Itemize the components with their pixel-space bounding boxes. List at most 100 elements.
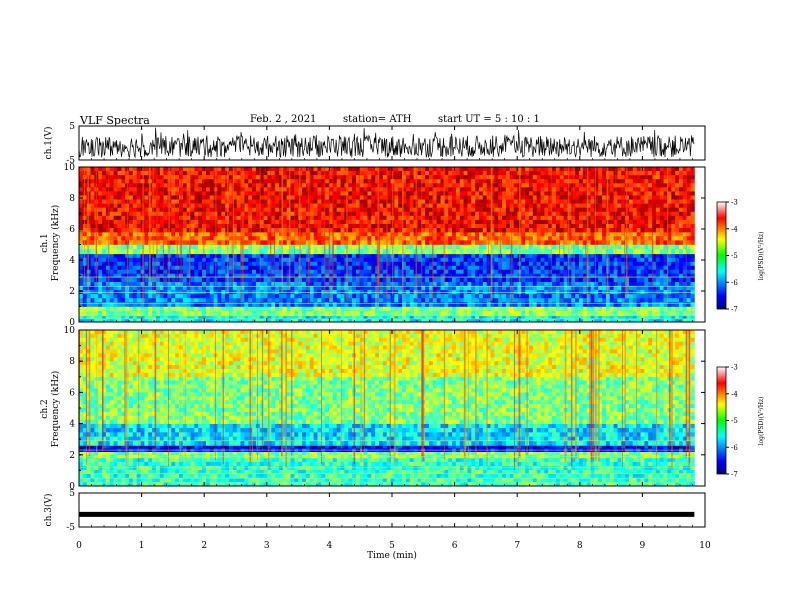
ch1-spectrogram-cell (413, 318, 418, 323)
ch1-spectrogram-cell (171, 265, 176, 271)
ch1-spectrogram-cell (475, 302, 480, 307)
ch1-spectrogram-cell (567, 249, 572, 255)
ch1-spectrogram-cell (394, 179, 399, 184)
ch1-spectrogram-cell (486, 277, 491, 282)
ch1-spectrogram-cell (225, 315, 230, 320)
ch1-spectrogram-cell (190, 240, 195, 245)
ch1-spectrogram-cell (371, 244, 376, 250)
ch1-spectrogram-cell (678, 191, 684, 196)
ch1-spectrogram-cell (421, 302, 426, 307)
ch1-spectrogram-cell (294, 195, 299, 200)
ch1-spectrogram-cell (205, 273, 211, 279)
ch1-spectrogram-cell (109, 232, 115, 237)
ch1-spectrogram-cell (144, 306, 149, 312)
ch1-spectrogram-cell (155, 311, 161, 317)
ch1-spectrogram-cell (90, 257, 95, 263)
ch1-spectrogram-cell (552, 171, 557, 176)
ch1-spectrogram-cell (421, 277, 426, 282)
ch1-spectrogram-cell (578, 199, 584, 204)
ch1-spectrogram-cell (317, 195, 322, 200)
ch1-spectrogram-cell (421, 298, 426, 303)
ch1-spectrogram-cell (452, 261, 457, 267)
ch1-spectrogram-cell (255, 265, 261, 271)
ch1-spectrogram-cell (678, 167, 684, 172)
ch1-spectrogram-cell (117, 175, 122, 180)
ch1-spectrogram-cell (644, 167, 649, 172)
ch1-spectrogram-cell (678, 232, 684, 237)
ch1-spectrogram-cell (171, 249, 176, 255)
ch1-spectrogram-cell (263, 253, 268, 259)
ch1-spectrogram-cell (609, 236, 614, 241)
ch1-spectrogram-cell (113, 240, 118, 245)
ch1-spectrogram-cell (382, 199, 388, 204)
ch1-spectrogram-cell (313, 273, 318, 279)
ch1-spectrogram-cell (302, 183, 307, 188)
ch1-spectrogram-cell (313, 167, 318, 172)
ch1-spectrogram-cell (571, 175, 576, 180)
ch1-spectrogram-cell (294, 179, 299, 184)
ch1-spectrogram-cell (171, 298, 176, 303)
ch1-spectrogram-cell (471, 179, 476, 184)
ch1-spectrogram-cell (394, 315, 399, 320)
ch1-spectrogram-cell (640, 249, 645, 255)
ch1-spectrogram-cell (428, 285, 434, 291)
ch1-spectrogram-cell (336, 187, 341, 192)
ch1-spectrogram-cell (155, 167, 161, 172)
ch1-spectrogram-cell (325, 285, 330, 291)
ch1-spectrogram-cell (217, 179, 222, 184)
ch1-spectrogram-cell (628, 265, 634, 271)
ch1-spectrogram-cell (636, 253, 641, 259)
ch1-spectrogram-cell (352, 281, 357, 287)
ch1-spectrogram-cell (313, 232, 318, 237)
ch1-spectrogram-cell (359, 179, 365, 184)
ch1-spectrogram-cell (355, 191, 361, 196)
ch1-spectrogram-cell (452, 249, 457, 255)
ch1-spectrogram-cell (340, 253, 345, 259)
ch1-spectrogram-cell (563, 191, 568, 196)
ch1-spectrogram-cell (348, 265, 353, 271)
ch1-spectrogram-cell (359, 244, 365, 250)
ch1-spectrogram-cell (590, 199, 595, 204)
ch1-spectrogram-cell (309, 306, 315, 312)
ch1-spectrogram-cell (682, 298, 688, 303)
ch1-spectrogram-cell (532, 240, 538, 245)
ch1-spectrogram-cell (182, 294, 188, 299)
ch1-spectrogram-cell (582, 273, 588, 279)
ch1-spectrogram-cell (467, 175, 472, 180)
ch1-spectrogram-cell (394, 257, 399, 263)
ch1-spectrogram-cell (232, 306, 238, 312)
ch1-spectrogram-cell (244, 171, 249, 176)
ch1-spectrogram-cell (90, 240, 95, 245)
ch1-spectrogram-cell (528, 294, 534, 299)
ch1-spectrogram-cell (659, 240, 664, 245)
ch1-spectrogram-cell (444, 298, 449, 303)
ch1-spectrogram-cell (363, 199, 368, 204)
ch1-spectrogram-cell (640, 315, 645, 320)
ch1-spectrogram-cell (102, 265, 107, 271)
ch1-spectrogram-cell (228, 257, 234, 263)
ch1-spectrogram-cell (290, 240, 295, 245)
ch1-spectrogram-cell (602, 302, 607, 307)
ch1-spectrogram-cell (125, 315, 130, 320)
ch1-spectrogram-cell (244, 167, 249, 172)
ch1-spectrogram-cell (671, 269, 676, 275)
ch1-spectrogram-cell (259, 298, 265, 303)
ch1-spectrogram-cell (275, 318, 280, 323)
ch1-spectrogram-cell (259, 315, 265, 320)
ch1-spectrogram-cell (309, 175, 315, 180)
ch1-spectrogram-cell (536, 281, 541, 287)
ch1-spectrogram-cell (536, 179, 541, 184)
ch1-spectrogram-cell (136, 269, 141, 275)
ch1-spectrogram-cell (478, 318, 484, 323)
ch1-spectrogram-cell (171, 191, 176, 196)
ch1-spectrogram-cell (159, 298, 165, 303)
ch1-spectrogram-cell (644, 302, 649, 307)
ch1-spectrogram-cell (175, 311, 180, 317)
ch1-spectrogram-cell (348, 302, 353, 307)
ch1-spectrogram-cell (571, 232, 576, 237)
ch1-spectrogram-cell (421, 195, 426, 200)
ch1-spectrogram-cell (371, 179, 376, 184)
ch1-spectrogram-cell (567, 302, 572, 307)
ch1-spectrogram-cell (652, 179, 657, 184)
ch1-spectrogram-cell (690, 302, 695, 307)
